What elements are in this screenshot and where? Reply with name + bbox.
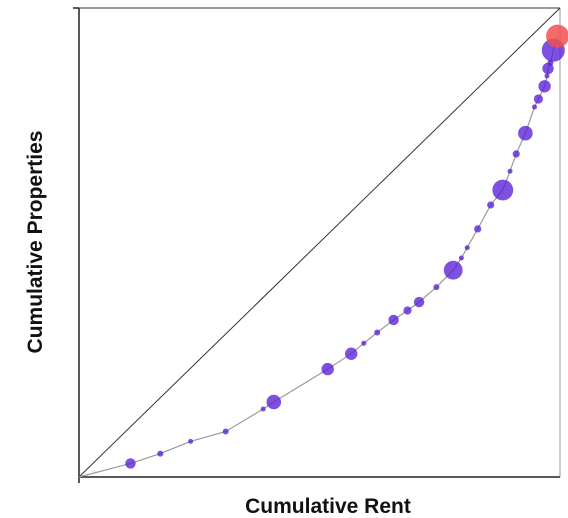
data-point-0-15 <box>458 255 464 261</box>
data-point-0-23 <box>532 104 537 110</box>
data-point-0-24 <box>533 94 544 104</box>
data-point-0-7 <box>345 347 358 360</box>
y-axis-title: Cumulative Properties <box>24 131 47 354</box>
data-point-0-3 <box>222 428 229 435</box>
x-axis-title: Cumulative Rent <box>245 495 411 518</box>
data-point-0-16 <box>464 245 470 251</box>
data-point-0-20 <box>507 168 513 174</box>
data-point-0-2 <box>188 438 194 444</box>
data-point-0-21 <box>512 150 520 158</box>
data-point-0-17 <box>474 225 482 233</box>
data-point-0-1 <box>157 450 164 457</box>
data-point-0-8 <box>361 340 367 346</box>
data-point-0-6 <box>321 362 334 376</box>
data-points <box>125 24 568 469</box>
data-point-0-13 <box>433 284 440 291</box>
data-point-0-26 <box>544 73 550 79</box>
data-point-0-18 <box>487 201 495 209</box>
data-point-0-10 <box>388 314 399 326</box>
plot-area <box>73 7 568 483</box>
data-point-0-25 <box>538 80 551 93</box>
data-point-0-5 <box>266 394 282 410</box>
data-point-0-0 <box>125 458 136 469</box>
data-point-1-0 <box>546 24 568 48</box>
lorenz-curve <box>78 35 559 478</box>
data-point-0-11 <box>403 306 412 315</box>
data-point-0-14 <box>443 260 463 280</box>
data-point-0-12 <box>413 296 425 308</box>
data-point-0-9 <box>374 329 381 336</box>
data-point-0-22 <box>518 125 533 141</box>
data-point-0-4 <box>260 406 266 412</box>
data-point-0-19 <box>492 179 514 201</box>
equality-reference-line <box>78 7 561 478</box>
